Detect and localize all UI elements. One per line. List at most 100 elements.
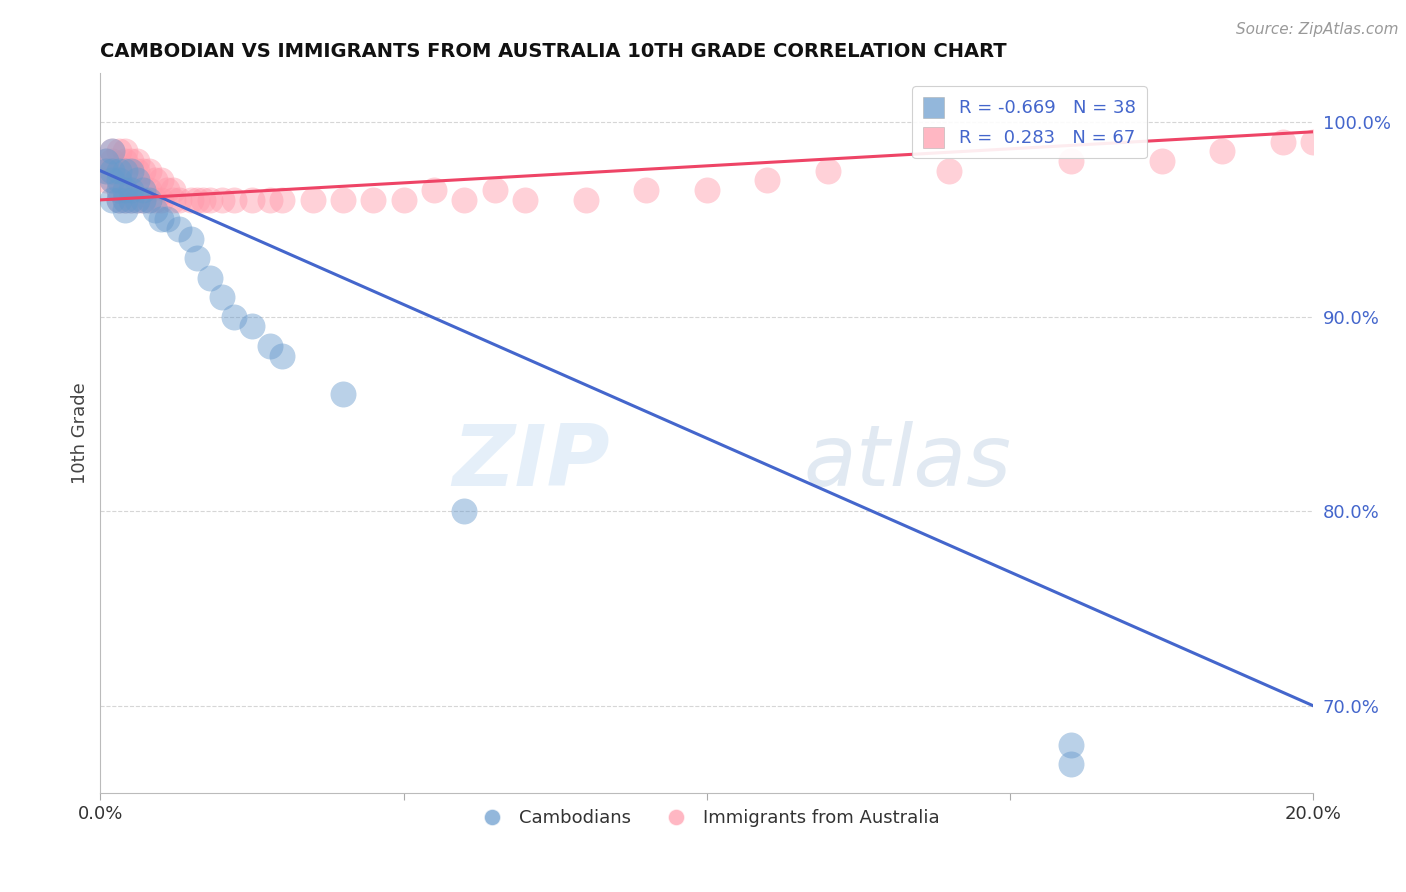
Point (125, 193, 148, 207)
Point (162, 193, 184, 207)
Point (138, 193, 160, 207)
Point (114, 153, 136, 168)
Point (756, 173, 779, 187)
Point (392, 193, 415, 207)
Point (938, 163, 960, 178)
Point (120, 193, 142, 207)
Point (107, 173, 129, 187)
Text: ZIP: ZIP (453, 421, 610, 504)
Point (132, 183, 155, 197)
Point (259, 193, 281, 207)
Legend: Cambodians, Immigrants from Australia: Cambodians, Immigrants from Australia (467, 802, 948, 835)
Point (222, 310, 245, 324)
Point (150, 193, 173, 207)
Point (107, 163, 129, 178)
Point (125, 193, 148, 207)
Point (96, 153, 118, 168)
Point (96, 153, 118, 168)
Point (107, 163, 129, 178)
Point (120, 193, 142, 207)
Point (96, 163, 118, 178)
Point (332, 387, 354, 401)
Point (125, 163, 148, 178)
Point (574, 193, 596, 207)
Point (240, 319, 263, 334)
Point (107, 173, 129, 187)
Point (484, 183, 506, 197)
Point (107, 183, 129, 197)
Point (361, 193, 384, 207)
Text: CAMBODIAN VS IMMIGRANTS FROM AUSTRALIA 10TH GRADE CORRELATION CHART: CAMBODIAN VS IMMIGRANTS FROM AUSTRALIA 1… (100, 42, 1007, 61)
Point (1150, 153, 1173, 168)
Point (453, 504, 475, 518)
Point (271, 349, 294, 363)
Point (114, 202, 136, 217)
Point (125, 173, 148, 187)
Y-axis label: 10th Grade: 10th Grade (72, 383, 89, 484)
Point (222, 193, 245, 207)
Point (132, 193, 155, 207)
Point (107, 193, 129, 207)
Point (138, 163, 160, 178)
Point (120, 163, 142, 178)
Point (211, 290, 233, 304)
Point (114, 193, 136, 207)
Point (1211, 145, 1233, 159)
Point (96, 173, 118, 187)
Point (125, 153, 148, 168)
Point (1302, 135, 1324, 149)
Point (150, 212, 173, 227)
Point (211, 193, 233, 207)
Point (332, 193, 354, 207)
Point (114, 145, 136, 159)
Point (114, 183, 136, 197)
Point (143, 173, 166, 187)
Point (167, 193, 190, 207)
Point (120, 183, 142, 197)
Point (198, 270, 221, 285)
Point (138, 193, 160, 207)
Point (125, 183, 148, 197)
Point (96, 163, 118, 178)
Point (636, 183, 658, 197)
Point (114, 183, 136, 197)
Point (132, 183, 155, 197)
Point (143, 193, 166, 207)
Point (114, 193, 136, 207)
Point (240, 193, 263, 207)
Point (259, 339, 281, 353)
Point (114, 163, 136, 178)
Point (453, 193, 475, 207)
Point (101, 173, 124, 187)
Point (120, 183, 142, 197)
Point (301, 193, 323, 207)
Point (513, 193, 536, 207)
Point (120, 163, 142, 178)
Point (132, 163, 155, 178)
Point (186, 193, 208, 207)
Point (186, 252, 208, 266)
Point (156, 212, 179, 227)
Point (198, 193, 221, 207)
Text: Source: ZipAtlas.com: Source: ZipAtlas.com (1236, 22, 1399, 37)
Point (271, 193, 294, 207)
Point (101, 163, 124, 178)
Point (423, 183, 446, 197)
Point (101, 153, 124, 168)
Text: atlas: atlas (804, 421, 1012, 504)
Point (193, 193, 215, 207)
Point (180, 193, 202, 207)
Point (167, 222, 190, 236)
Point (150, 173, 173, 187)
Point (1271, 135, 1294, 149)
Point (107, 183, 129, 197)
Point (1060, 738, 1083, 752)
Point (1060, 153, 1083, 168)
Point (156, 183, 179, 197)
Point (101, 145, 124, 159)
Point (101, 145, 124, 159)
Point (817, 163, 839, 178)
Point (162, 183, 184, 197)
Point (114, 163, 136, 178)
Point (107, 145, 129, 159)
